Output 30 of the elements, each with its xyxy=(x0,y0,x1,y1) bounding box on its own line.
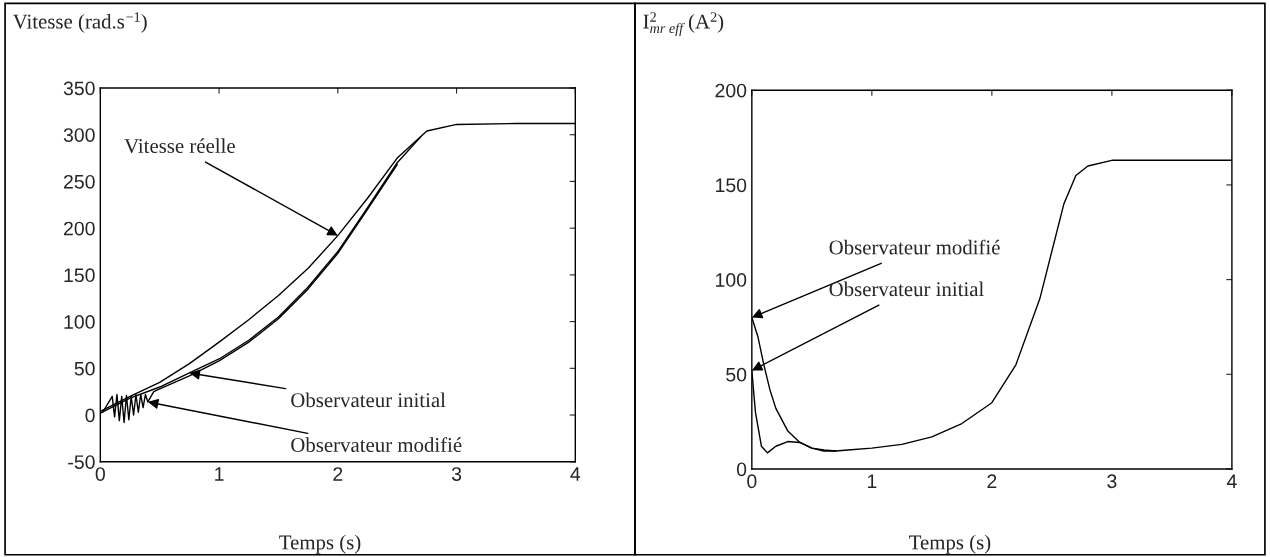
x-tick-label: 2 xyxy=(333,467,343,481)
x-axis-title: Temps (s) xyxy=(279,534,361,554)
x-tick-label: 4 xyxy=(570,467,581,481)
y-tick-label: 150 xyxy=(64,268,95,283)
y-tick-label: 0 xyxy=(85,408,95,423)
annotation: Vitesse réelle xyxy=(124,138,235,154)
x-tick-label: 4 xyxy=(1226,474,1237,488)
annotation: Observateur modifié xyxy=(829,239,1000,255)
x-tick-label: 0 xyxy=(747,474,757,489)
x-tick-label: 0 xyxy=(95,467,105,481)
y-tick-label: 100 xyxy=(64,315,95,329)
y-tick-label: 350 xyxy=(63,81,95,96)
x-tick-label: 3 xyxy=(451,467,462,481)
y-tick-label: 300 xyxy=(63,128,95,142)
x-tick-label: 1 xyxy=(867,474,877,488)
x-tick-label: 2 xyxy=(987,474,997,488)
y-tick-label: 250 xyxy=(64,174,95,189)
y-tick-label: -50 xyxy=(68,455,95,469)
annotation: Observateur initial xyxy=(829,281,984,297)
annotation: Observateur initial xyxy=(291,392,446,408)
y-tick-label: 150 xyxy=(716,178,747,193)
x-tick-label: 3 xyxy=(1107,474,1117,489)
y-tick-label: 200 xyxy=(64,221,95,236)
x-axis-title: Temps (s) xyxy=(909,534,991,554)
annotation: Observateur modifié xyxy=(291,437,462,453)
y-tick-label: 50 xyxy=(74,361,95,376)
x-tick-label: 1 xyxy=(215,467,224,481)
y-tick-label: 100 xyxy=(716,273,747,287)
y-tick-label: 200 xyxy=(715,83,747,98)
y-tick-label: 50 xyxy=(726,367,747,382)
